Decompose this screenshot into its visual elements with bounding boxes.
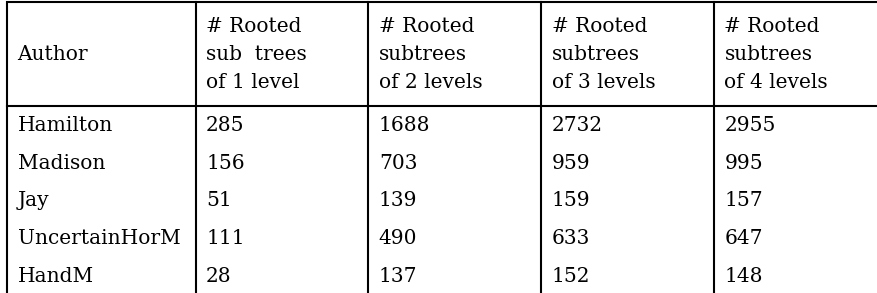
Text: 139: 139 <box>379 191 417 210</box>
Text: 148: 148 <box>724 267 763 286</box>
Text: 51: 51 <box>206 191 232 210</box>
Text: 157: 157 <box>724 191 763 210</box>
Text: 1688: 1688 <box>379 116 431 135</box>
Text: 2732: 2732 <box>552 116 602 135</box>
Text: 959: 959 <box>552 154 590 173</box>
Text: 647: 647 <box>724 229 763 248</box>
Text: UncertainHorM: UncertainHorM <box>18 229 181 248</box>
Text: 995: 995 <box>724 154 763 173</box>
Text: 633: 633 <box>552 229 590 248</box>
Text: 2955: 2955 <box>724 116 776 135</box>
Text: 156: 156 <box>206 154 245 173</box>
Text: 703: 703 <box>379 154 417 173</box>
Text: Madison: Madison <box>18 154 105 173</box>
Text: 490: 490 <box>379 229 417 248</box>
Text: # Rooted
sub  trees
of 1 level: # Rooted sub trees of 1 level <box>206 17 307 92</box>
Text: Hamilton: Hamilton <box>18 116 113 135</box>
Text: 159: 159 <box>552 191 590 210</box>
Text: # Rooted
subtrees
of 2 levels: # Rooted subtrees of 2 levels <box>379 17 482 92</box>
Text: 152: 152 <box>552 267 590 286</box>
Text: HandM: HandM <box>18 267 94 286</box>
Text: 111: 111 <box>206 229 245 248</box>
Text: Author: Author <box>18 45 89 64</box>
Text: Jay: Jay <box>18 191 49 210</box>
Text: 137: 137 <box>379 267 417 286</box>
Text: 285: 285 <box>206 116 245 135</box>
Text: # Rooted
subtrees
of 4 levels: # Rooted subtrees of 4 levels <box>724 17 828 92</box>
Text: 28: 28 <box>206 267 232 286</box>
Text: # Rooted
subtrees
of 3 levels: # Rooted subtrees of 3 levels <box>552 17 655 92</box>
